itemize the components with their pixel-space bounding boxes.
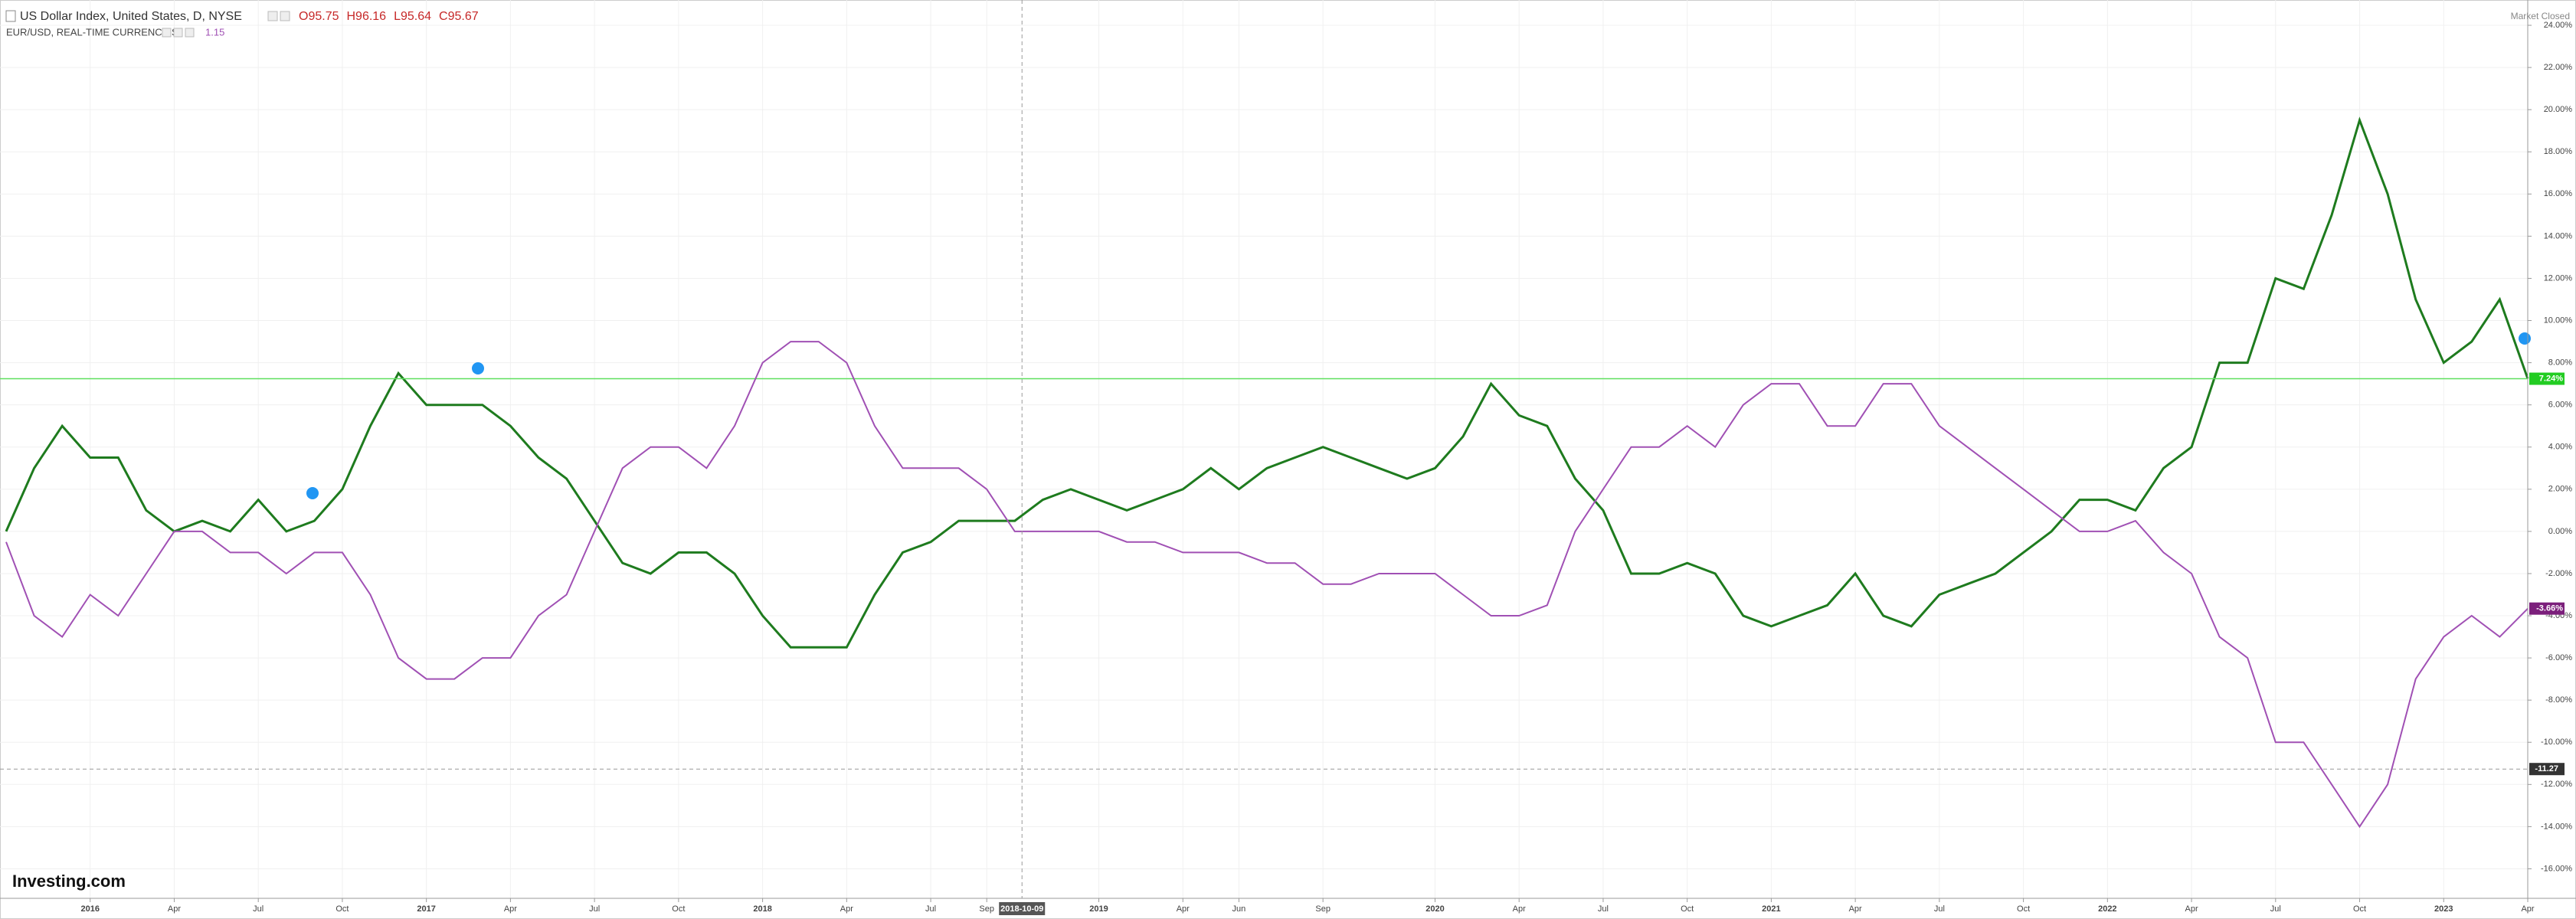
x-tick-label: Apr [1849,904,1862,914]
x-tick-label: Sep [979,904,994,914]
x-tick-label: Oct [2017,904,2030,914]
y-tick-label: -10.00% [2541,737,2572,747]
ohlc-value: O95.75 [299,10,339,23]
y-tick-label: -14.00% [2541,822,2572,831]
y-tick-label: 18.00% [2544,147,2573,156]
x-tick-label: Jul [925,904,936,914]
x-tick-label: Apr [168,904,181,914]
x-tick-label: Apr [1513,904,1526,914]
x-tick-label: 2017 [417,904,435,914]
chart-title: US Dollar Index, United States, D, NYSE [20,10,242,23]
y-tick-label: -2.00% [2545,569,2572,578]
y-tick-label: 2.00% [2548,485,2572,494]
logo: Investing.com [12,872,126,891]
x-tick-label: Jul [589,904,600,914]
last-value-tag [2529,602,2565,615]
y-tick-label: 20.00% [2544,105,2573,114]
toggle-icon[interactable] [267,11,278,21]
x-tick-label: 2019 [1089,904,1108,914]
x-tick-label: Oct [672,904,685,914]
last-value-label: 7.24% [2539,374,2563,383]
settings-icon[interactable] [280,11,290,21]
crosshair-y-label: -11.27 [2535,764,2558,773]
x-tick-label: 2016 [80,904,99,914]
y-tick-label: 10.00% [2544,316,2573,325]
x-tick-label: Apr [840,904,853,914]
x-tick-label: Jul [2270,904,2281,914]
last-value-label: -3.66% [2536,604,2563,613]
y-tick-label: 16.00% [2544,189,2573,198]
series-line [5,116,2529,649]
x-tick-label: Sep [1315,904,1331,914]
ohlc-value: H96.16 [346,10,386,23]
x-tick-label: Apr [2185,904,2198,914]
toggle-icon[interactable] [162,28,172,38]
x-tick-label: 2020 [1425,904,1444,914]
y-tick-label: -12.00% [2541,780,2572,789]
y-tick-label: 12.00% [2544,273,2573,283]
x-tick-label: 2022 [2098,904,2116,914]
last-value-tag [2529,372,2565,385]
series-line [5,341,2529,829]
settings-icon[interactable] [173,28,183,38]
event-marker[interactable] [2519,332,2531,345]
close-icon[interactable] [185,28,195,38]
x-tick-label: Apr [2521,904,2534,914]
x-tick-label: 2018 [753,904,771,914]
subtitle: EUR/USD, REAL-TIME CURRENCIES [6,26,178,38]
ohlc: O95.75 H96.16 L95.64 C95.67 [299,10,479,23]
y-tick-label: 24.00% [2544,21,2573,30]
y-tick-label: -6.00% [2545,653,2572,662]
collapse-icon[interactable] [5,10,16,22]
x-tick-label: Jul [1934,904,1945,914]
y-tick-label: -8.00% [2545,695,2572,705]
y-tick-label: 4.00% [2548,443,2572,452]
x-tick-label: Jun [1232,904,1246,914]
plot-area [0,0,2529,898]
x-tick-label: Jul [253,904,263,914]
y-tick-label: 8.00% [2548,358,2572,368]
x-tick-label: Apr [504,904,517,914]
market-status: Market Closed [2511,11,2570,21]
y-tick-label: -16.00% [2541,864,2572,873]
x-tick-label: Apr [1177,904,1190,914]
x-tick-label: Jul [1598,904,1609,914]
x-tick-label: Oct [1681,904,1694,914]
ohlc-value: C95.67 [439,10,479,23]
crosshair-x-label: 2018-10-09 [1000,904,1043,914]
subtitle-value: 1.15 [205,26,224,38]
x-tick-label: 2023 [2434,904,2453,914]
event-marker[interactable] [306,487,319,499]
y-tick-label: 0.00% [2548,527,2572,536]
y-tick-label: 6.00% [2548,401,2572,410]
y-tick-label: 22.00% [2544,63,2573,72]
y-tick-label: 14.00% [2544,231,2573,240]
x-tick-label: Oct [336,904,349,914]
crosshair-x-tag [999,902,1046,915]
event-marker[interactable] [472,362,484,374]
ohlc-value: L95.64 [394,10,431,23]
x-tick-label: 2021 [1762,904,1780,914]
crosshair-y-tag [2529,763,2565,776]
x-tick-label: Oct [2353,904,2366,914]
